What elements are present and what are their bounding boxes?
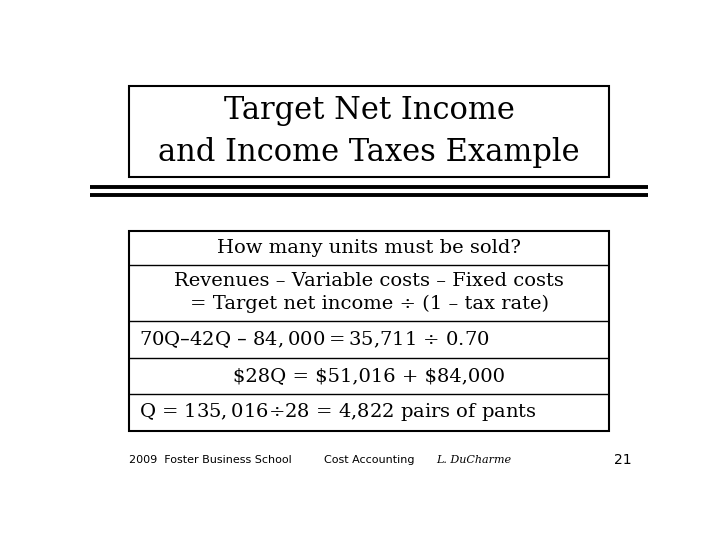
Text: 21: 21 (613, 453, 631, 467)
Text: L. DuCharme: L. DuCharme (436, 455, 511, 465)
Text: $70Q – $42Q – $84,000 = $35,711 ÷ 0.70: $70Q – $42Q – $84,000 = $35,711 ÷ 0.70 (139, 329, 490, 349)
Text: 2009  Foster Business School: 2009 Foster Business School (129, 455, 292, 465)
Text: $28Q = $51,016 + $84,000: $28Q = $51,016 + $84,000 (233, 367, 505, 385)
FancyBboxPatch shape (129, 85, 609, 177)
Text: Q = $135,016 ÷ $28 = 4,822 pairs of pants: Q = $135,016 ÷ $28 = 4,822 pairs of pant… (139, 401, 536, 423)
Text: Target Net Income: Target Net Income (224, 95, 514, 126)
Text: Cost Accounting: Cost Accounting (324, 455, 415, 465)
Text: and Income Taxes Example: and Income Taxes Example (158, 137, 580, 168)
Text: Revenues – Variable costs – Fixed costs
= Target net income ÷ (1 – tax rate): Revenues – Variable costs – Fixed costs … (174, 272, 564, 314)
FancyBboxPatch shape (129, 231, 609, 431)
Text: How many units must be sold?: How many units must be sold? (217, 239, 521, 256)
